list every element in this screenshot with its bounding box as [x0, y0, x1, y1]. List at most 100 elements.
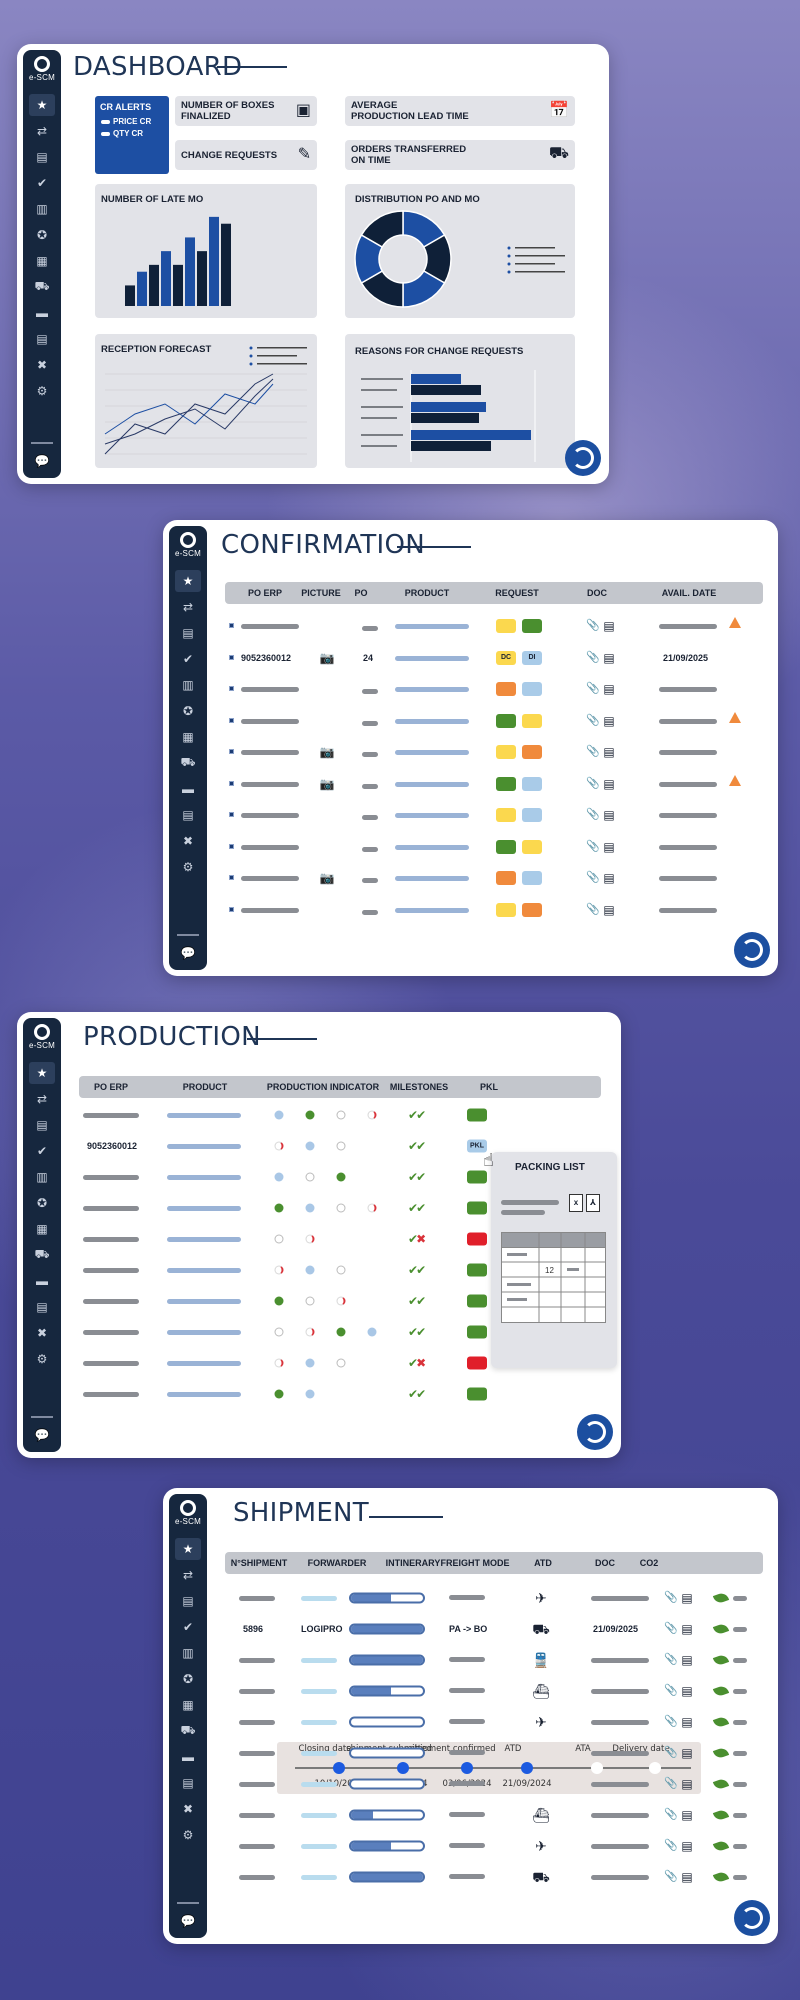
camera-icon[interactable]: 📷 [319, 776, 335, 791]
request-chip[interactable] [496, 839, 516, 854]
camera-icon[interactable]: 📷 [319, 650, 335, 665]
production-indicator-dot[interactable] [367, 1203, 377, 1213]
request-chip[interactable] [522, 745, 542, 759]
timeline-step-dot[interactable] [591, 1762, 603, 1774]
production-indicator-dot[interactable] [367, 1327, 377, 1337]
sidebar-check-circle-icon[interactable]: ✔ [182, 652, 194, 666]
timeline-step-dot[interactable] [397, 1762, 409, 1774]
sidebar-settings-icon[interactable]: ⚙ [36, 1352, 48, 1366]
request-chip[interactable] [496, 745, 516, 759]
production-indicator-dot[interactable] [274, 1234, 284, 1244]
kpi-orders-on-time[interactable]: ORDERS TRANSFERRED ON TIME ⛟ [345, 140, 575, 170]
sidebar-truck-icon[interactable]: ⛟ [180, 1723, 196, 1737]
sidebar-document-icon[interactable]: ▤ [36, 1118, 48, 1132]
production-indicator-dot[interactable] [336, 1265, 346, 1275]
attachment-icon[interactable]: 📎 [664, 1622, 678, 1635]
document-icon[interactable]: ▤ [603, 871, 615, 885]
pkl-button[interactable] [467, 1201, 487, 1215]
sidebar-document-icon[interactable]: ▤ [182, 1594, 194, 1608]
camera-icon[interactable]: 📷 [319, 745, 335, 759]
timeline-step-dot[interactable] [521, 1762, 533, 1774]
document-icon[interactable]: ▤ [681, 1684, 693, 1698]
sidebar-file-icon[interactable]: ▤ [36, 332, 48, 346]
chat-icon[interactable]: 💬 [34, 454, 50, 468]
sidebar-factory-icon[interactable]: ▥ [182, 678, 194, 692]
column-header[interactable]: PRODUCT [182, 1082, 228, 1092]
sidebar-document-icon[interactable]: ▤ [36, 150, 48, 164]
attachment-icon[interactable]: 📎 [664, 1777, 678, 1790]
chart-late-mo[interactable]: NUMBER OF LATE MO [95, 184, 317, 318]
attachment-icon[interactable]: 📎 [586, 651, 600, 663]
request-chip[interactable] [496, 713, 516, 728]
sidebar-settings-icon[interactable]: ⚙ [36, 384, 48, 398]
request-chip[interactable] [522, 902, 542, 917]
column-header[interactable]: PO ERP [93, 1082, 129, 1092]
document-icon[interactable]: ▤ [681, 1591, 693, 1605]
production-indicator-dot[interactable] [336, 1296, 346, 1306]
column-header[interactable]: AVAIL. DATE [661, 588, 717, 598]
production-indicator-dot[interactable] [305, 1327, 315, 1337]
pkl-button[interactable] [467, 1387, 487, 1401]
production-indicator-dot[interactable] [274, 1358, 284, 1368]
production-indicator-dot[interactable] [305, 1389, 315, 1399]
production-indicator-dot[interactable] [274, 1265, 284, 1275]
pkl-button[interactable] [467, 1325, 487, 1339]
production-indicator-dot[interactable] [274, 1172, 284, 1182]
timeline-step-dot[interactable] [649, 1762, 661, 1774]
cr-alert-item[interactable]: QTY CR [101, 129, 169, 138]
column-header[interactable]: PO ERP [247, 588, 283, 598]
document-icon[interactable]: ▤ [681, 1622, 693, 1636]
request-chip[interactable] [522, 808, 542, 822]
sidebar-boxes-icon[interactable]: ▦ [36, 254, 48, 268]
sidebar-favorites-icon[interactable]: ★ [175, 1538, 201, 1560]
column-header[interactable]: ATD [534, 1558, 552, 1568]
sidebar-factory-icon[interactable]: ▥ [36, 1170, 48, 1184]
sidebar-settings-icon[interactable]: ⚙ [182, 1828, 194, 1842]
sidebar-settings-icon[interactable]: ⚙ [182, 860, 194, 874]
pkl-button[interactable] [467, 1170, 487, 1184]
document-icon[interactable]: ▤ [603, 808, 615, 822]
document-icon[interactable]: ▤ [603, 839, 615, 854]
excel-file-icon[interactable]: x [569, 1194, 583, 1212]
production-indicator-dot[interactable] [336, 1203, 346, 1213]
sidebar-file-icon[interactable]: ▤ [182, 808, 194, 822]
column-header[interactable]: PRODUCTION INDICATOR [266, 1082, 380, 1092]
attachment-icon[interactable]: 📎 [586, 619, 600, 632]
request-chip[interactable] [522, 713, 542, 728]
sidebar-factory-icon[interactable]: ▥ [182, 1646, 194, 1660]
sidebar-award-icon[interactable]: ✪ [36, 228, 48, 242]
attachment-icon[interactable]: 📎 [664, 1808, 678, 1821]
attachment-icon[interactable]: 📎 [586, 903, 600, 915]
sidebar-handshake-icon[interactable]: ⇄ [36, 124, 48, 138]
production-indicator-dot[interactable] [274, 1110, 284, 1120]
request-chip[interactable]: DI [522, 650, 542, 665]
attachment-icon[interactable]: 📎 [586, 745, 600, 758]
request-chip[interactable] [522, 776, 542, 791]
document-icon[interactable]: ▤ [603, 776, 615, 791]
request-chip[interactable] [496, 682, 516, 696]
production-indicator-dot[interactable] [367, 1110, 377, 1120]
sidebar-tools-icon[interactable]: ✖ [182, 834, 194, 848]
sidebar-check-circle-icon[interactable]: ✔ [182, 1620, 194, 1634]
column-header[interactable]: PRODUCT [404, 588, 450, 598]
attachment-icon[interactable]: 📎 [586, 871, 600, 884]
column-header[interactable]: FORWARDER [307, 1558, 367, 1568]
sidebar-tools-icon[interactable]: ✖ [36, 358, 48, 372]
column-header[interactable]: FREIGHT MODE [440, 1558, 510, 1568]
attachment-icon[interactable]: 📎 [586, 682, 600, 695]
document-icon[interactable]: ▤ [603, 745, 615, 759]
cr-alert-item[interactable]: PRICE CR [101, 117, 169, 126]
sidebar-boxes-icon[interactable]: ▦ [182, 730, 194, 744]
row-checkbox[interactable] [229, 623, 234, 628]
pkl-button[interactable] [467, 1294, 487, 1308]
sidebar-truck-icon[interactable]: ⛟ [34, 1247, 50, 1261]
row-checkbox[interactable] [229, 654, 234, 660]
request-chip[interactable] [522, 839, 542, 854]
camera-icon[interactable]: 📷 [319, 871, 335, 885]
sidebar-check-circle-icon[interactable]: ✔ [36, 1144, 48, 1158]
pkl-button[interactable]: PKL [467, 1139, 487, 1153]
request-chip[interactable] [522, 619, 542, 633]
column-header[interactable]: PICTURE [301, 588, 341, 598]
production-indicator-dot[interactable] [336, 1358, 346, 1368]
sidebar-award-icon[interactable]: ✪ [182, 704, 194, 718]
